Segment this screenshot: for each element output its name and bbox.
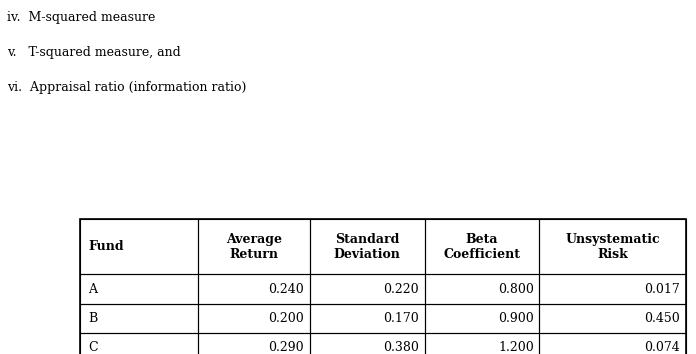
Text: v.   T-squared measure, and: v. T-squared measure, and xyxy=(7,46,181,59)
Bar xyxy=(425,274,539,304)
Text: 1.200: 1.200 xyxy=(498,341,534,354)
Text: 0.800: 0.800 xyxy=(498,282,534,296)
Text: C: C xyxy=(88,341,98,354)
Bar xyxy=(539,333,686,354)
Text: Average
Return: Average Return xyxy=(226,233,282,261)
Text: 0.900: 0.900 xyxy=(498,312,534,325)
Text: vi.  Appraisal ratio (information ratio): vi. Appraisal ratio (information ratio) xyxy=(7,81,246,95)
Text: 0.220: 0.220 xyxy=(383,282,419,296)
Bar xyxy=(80,219,198,274)
Text: 0.380: 0.380 xyxy=(383,341,419,354)
Text: 0.170: 0.170 xyxy=(383,312,419,325)
Bar xyxy=(425,304,539,333)
Bar xyxy=(539,219,686,274)
Bar xyxy=(310,219,425,274)
Bar xyxy=(80,274,198,304)
Bar xyxy=(80,219,686,354)
Text: Standard
Deviation: Standard Deviation xyxy=(333,233,401,261)
Bar xyxy=(80,304,198,333)
Bar xyxy=(198,304,310,333)
Text: 0.200: 0.200 xyxy=(269,312,304,325)
Bar xyxy=(198,219,310,274)
Bar xyxy=(425,333,539,354)
Bar xyxy=(80,333,198,354)
Bar xyxy=(539,304,686,333)
Text: iv.  M-squared measure: iv. M-squared measure xyxy=(7,11,155,24)
Bar xyxy=(198,274,310,304)
Text: 0.017: 0.017 xyxy=(644,282,680,296)
Bar xyxy=(425,219,539,274)
Text: Unsystematic
Risk: Unsystematic Risk xyxy=(565,233,660,261)
Bar xyxy=(198,333,310,354)
Text: Beta
Coefficient: Beta Coefficient xyxy=(443,233,521,261)
Text: Fund: Fund xyxy=(88,240,124,253)
Text: 0.450: 0.450 xyxy=(644,312,680,325)
Text: A: A xyxy=(88,282,97,296)
Text: 0.074: 0.074 xyxy=(644,341,680,354)
Text: B: B xyxy=(88,312,97,325)
Bar xyxy=(539,274,686,304)
Bar xyxy=(310,333,425,354)
Bar xyxy=(310,304,425,333)
Bar xyxy=(310,274,425,304)
Text: 0.240: 0.240 xyxy=(269,282,304,296)
Text: 0.290: 0.290 xyxy=(269,341,304,354)
